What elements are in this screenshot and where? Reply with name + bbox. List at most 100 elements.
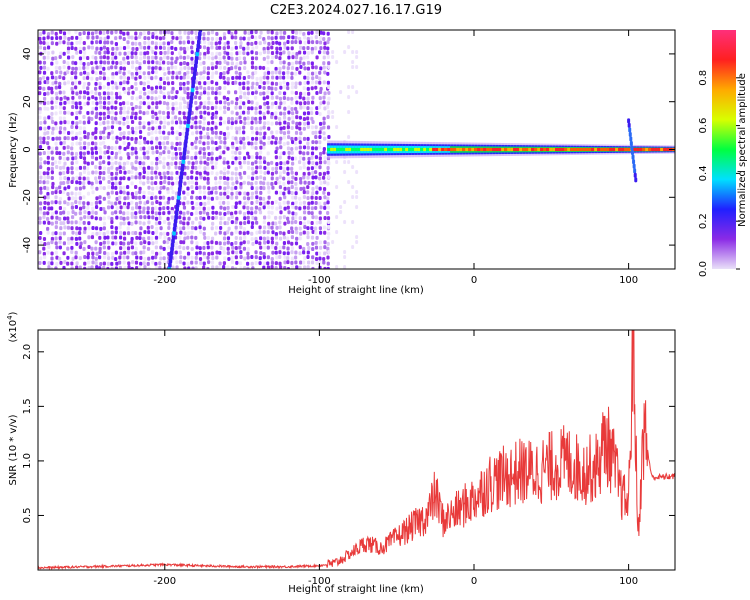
heatmap-cell (186, 55, 190, 60)
heatmap-cell (262, 81, 266, 86)
heatmap-cell (58, 66, 62, 71)
heatmap-cell (274, 190, 279, 195)
heatmap-cell (198, 140, 202, 145)
heatmap-cell (118, 265, 122, 269)
heatmap-cell (158, 36, 163, 41)
heatmap-cell (134, 201, 139, 206)
heatmap-cell (378, 147, 382, 152)
heatmap-cell (58, 196, 63, 201)
heatmap-cell (58, 190, 62, 195)
heatmap-cell (166, 140, 170, 145)
heatmap-cell (250, 185, 254, 190)
heatmap-cell (167, 176, 171, 181)
colorbar-label: Normalized spectral amplitude (737, 73, 748, 227)
heatmap-cell (170, 45, 174, 50)
heatmap-cell (326, 261, 330, 266)
heatmap-cell (323, 155, 327, 160)
heatmap-cell (254, 35, 258, 40)
snr-y-label: SNR (10 * v/v) (8, 414, 19, 485)
heatmap-cell (78, 101, 82, 106)
heatmap-cell (190, 36, 194, 41)
heatmap-cell (134, 251, 138, 256)
heatmap-cell (135, 126, 139, 131)
heatmap-cell (91, 260, 95, 265)
heatmap-cell (347, 135, 351, 139)
heatmap-cell (190, 225, 195, 230)
heatmap-cell (239, 181, 243, 186)
heatmap-cell (235, 61, 239, 66)
heatmap-cell (310, 86, 314, 91)
heatmap-cell (246, 200, 250, 205)
heatmap-cell (270, 36, 274, 41)
heatmap-cell (306, 231, 310, 236)
heatmap-cell (43, 46, 47, 51)
heatmap-cell (110, 165, 114, 170)
heatmap-cell (182, 201, 186, 206)
heatmap-cell (111, 120, 115, 125)
heatmap-cell (50, 236, 55, 241)
heatmap-cell (295, 110, 299, 115)
heatmap-cell (155, 156, 159, 161)
heatmap-cell (114, 145, 118, 150)
heatmap-cell (218, 261, 222, 266)
heatmap-cell (58, 231, 62, 236)
heatmap-cell (306, 250, 310, 255)
heatmap-cell (147, 121, 151, 126)
heatmap-cell (150, 250, 155, 255)
heatmap-cell (254, 160, 258, 165)
heatmap-cell (78, 180, 82, 185)
heatmap-cell (126, 31, 130, 36)
heatmap-cell (258, 105, 262, 110)
heatmap-x-label: Height of straight line (km) (288, 285, 424, 296)
heatmap-cell (306, 190, 310, 195)
heatmap-cell (339, 90, 343, 94)
heatmap-cell (278, 255, 282, 260)
heatmap-cell (127, 170, 131, 175)
heatmap-cell (106, 35, 110, 40)
heatmap-cell (102, 160, 106, 165)
y-tick-label: 1.5 (22, 398, 33, 414)
heatmap-cell (118, 200, 122, 205)
heatmap-cell (102, 135, 106, 140)
heatmap-cell (91, 55, 95, 60)
heatmap-cell (42, 260, 46, 265)
heatmap-cell (211, 56, 215, 61)
heatmap-cell (390, 147, 394, 152)
heatmap-cell (263, 105, 267, 110)
heatmap-cell (262, 141, 266, 146)
heatmap-cell (198, 95, 202, 100)
heatmap-cell (179, 55, 183, 60)
heatmap-cell (310, 206, 314, 211)
heatmap-cell (110, 80, 114, 85)
heatmap-cell (54, 266, 58, 269)
heatmap-cell (38, 151, 42, 156)
heatmap-cell (110, 130, 114, 135)
heatmap-cell (323, 136, 327, 141)
heatmap-cell (203, 235, 207, 240)
heatmap-cell (218, 85, 222, 90)
heatmap-cell (298, 30, 302, 35)
heatmap-cell (146, 50, 150, 55)
heatmap-cell (46, 66, 50, 71)
heatmap-cell (182, 175, 186, 180)
heatmap-cell (179, 120, 183, 125)
heatmap-cell (222, 171, 227, 176)
heatmap-cell (54, 225, 58, 230)
heatmap-cell (90, 90, 94, 95)
heatmap-cell (143, 140, 147, 145)
heatmap-cell (314, 65, 318, 70)
heatmap-cell (282, 215, 287, 220)
heatmap-cell (274, 166, 279, 171)
heatmap-cell (183, 120, 187, 125)
heatmap-cell (282, 151, 286, 156)
heatmap-cell (70, 191, 74, 196)
heatmap-cell (214, 70, 219, 75)
heatmap-cell (322, 31, 326, 36)
heatmap-cell (414, 147, 418, 152)
heatmap-cell (298, 216, 302, 221)
heatmap-cell (110, 96, 115, 101)
heatmap-cell (38, 210, 43, 215)
heatmap-cell (126, 231, 131, 236)
heatmap-cell (95, 76, 99, 81)
heatmap-cell (51, 185, 55, 190)
